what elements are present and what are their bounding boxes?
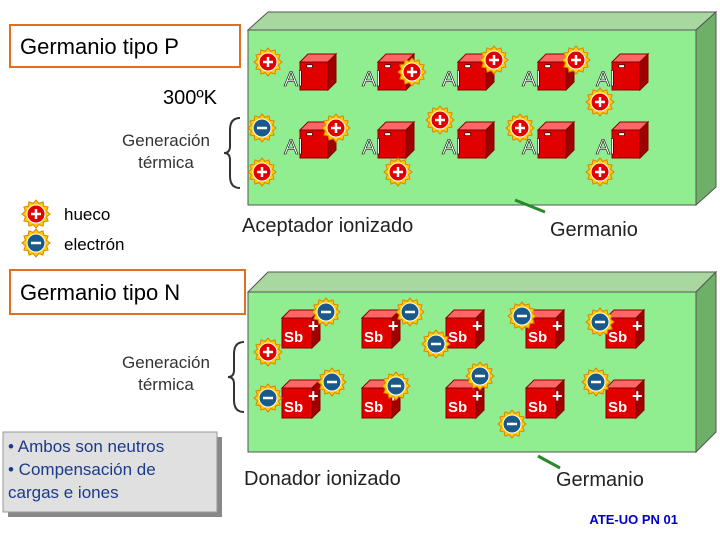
ion-label: Al	[362, 136, 381, 159]
note: cargas e iones	[8, 483, 119, 502]
legend-label: electrón	[64, 235, 124, 254]
footer: ATE-UO PN 01	[589, 512, 678, 527]
ion-label: Al	[442, 136, 461, 159]
arrow	[514, 198, 546, 214]
ion-charge: +	[552, 316, 563, 336]
ion-label: Sb	[284, 399, 303, 416]
cube-front	[361, 317, 393, 349]
ion-label: Sb	[448, 399, 467, 416]
ion-label: Sb	[364, 399, 383, 416]
material-label: Germanio	[556, 469, 644, 491]
slab-top	[246, 11, 718, 31]
ion-charge: +	[472, 386, 483, 406]
ion-label: Al	[284, 68, 303, 91]
ion-label: Al	[596, 136, 615, 159]
note: • Ambos son neutros	[8, 437, 164, 456]
cube-front	[537, 61, 567, 91]
notes-box	[2, 431, 218, 513]
cube-front	[445, 317, 477, 349]
ion-charge: -	[544, 120, 551, 145]
cube-front	[611, 129, 641, 159]
arrow	[537, 454, 561, 470]
ion-label: Sb	[528, 399, 547, 416]
ion-label: Sb	[448, 329, 467, 346]
title-box	[9, 269, 246, 315]
ion-charge: +	[552, 386, 563, 406]
ion-charge: -	[464, 52, 471, 77]
ion-charge: -	[618, 52, 625, 77]
slab-side	[695, 10, 717, 207]
note: • Compensación de	[8, 460, 156, 479]
ion-label: Sb	[364, 329, 383, 346]
cube-front	[525, 387, 557, 419]
cube-front	[537, 129, 567, 159]
ion-charge: +	[472, 316, 483, 336]
ion-charge: +	[308, 386, 319, 406]
cube-front	[281, 317, 313, 349]
ion-charge: -	[544, 52, 551, 77]
cube-front	[605, 387, 637, 419]
brace	[227, 341, 245, 413]
ion-charge: -	[618, 120, 625, 145]
slab-top	[246, 271, 718, 293]
marks: Al-Al-Al-Al-Al-Al-Al-Al-Al-Al-Sb+Sb+Sb+S…	[21, 45, 650, 439]
material-label: Germanio	[550, 219, 638, 241]
caption: Donador ionizado	[244, 468, 401, 490]
ion-label: Al	[522, 68, 541, 91]
generation-label: térmica	[138, 153, 194, 172]
ion-charge: -	[306, 52, 313, 77]
ion-label: Sb	[284, 329, 303, 346]
cube-front	[377, 129, 407, 159]
generation-label: Generación	[122, 131, 210, 150]
ion-charge: -	[306, 120, 313, 145]
cube-front	[457, 129, 487, 159]
caption: Aceptador ionizado	[242, 215, 413, 237]
ion-charge: +	[388, 316, 399, 336]
temperature: 300ºK	[163, 87, 218, 109]
ion-charge: -	[384, 120, 391, 145]
slab-side	[695, 270, 717, 454]
ion-charge: -	[384, 52, 391, 77]
legend-label: hueco	[64, 205, 110, 224]
ion-charge: +	[632, 386, 643, 406]
ion-label: Sb	[608, 399, 627, 416]
ion-label: Sb	[528, 329, 547, 346]
generation-label: térmica	[138, 375, 194, 394]
cube-front	[457, 61, 487, 91]
title-box	[9, 24, 241, 68]
ion-label: Al	[442, 68, 461, 91]
generation-label: Generación	[122, 353, 210, 372]
ion-label: Sb	[608, 329, 627, 346]
ion-label: Al	[522, 136, 541, 159]
ion-label: Al	[362, 68, 381, 91]
cube-front	[611, 61, 641, 91]
panel-title: Germanio tipo N	[20, 280, 180, 305]
cube-front	[281, 387, 313, 419]
ion-charge: -	[464, 120, 471, 145]
cube-front	[299, 129, 329, 159]
panel-title: Germanio tipo P	[20, 34, 179, 59]
ion-label: Al	[284, 136, 303, 159]
ion-charge: +	[308, 316, 319, 336]
brace	[223, 117, 241, 189]
cube-front	[299, 61, 329, 91]
cube-front	[445, 387, 477, 419]
ion-label: Al	[596, 68, 615, 91]
ion-charge: +	[632, 316, 643, 336]
